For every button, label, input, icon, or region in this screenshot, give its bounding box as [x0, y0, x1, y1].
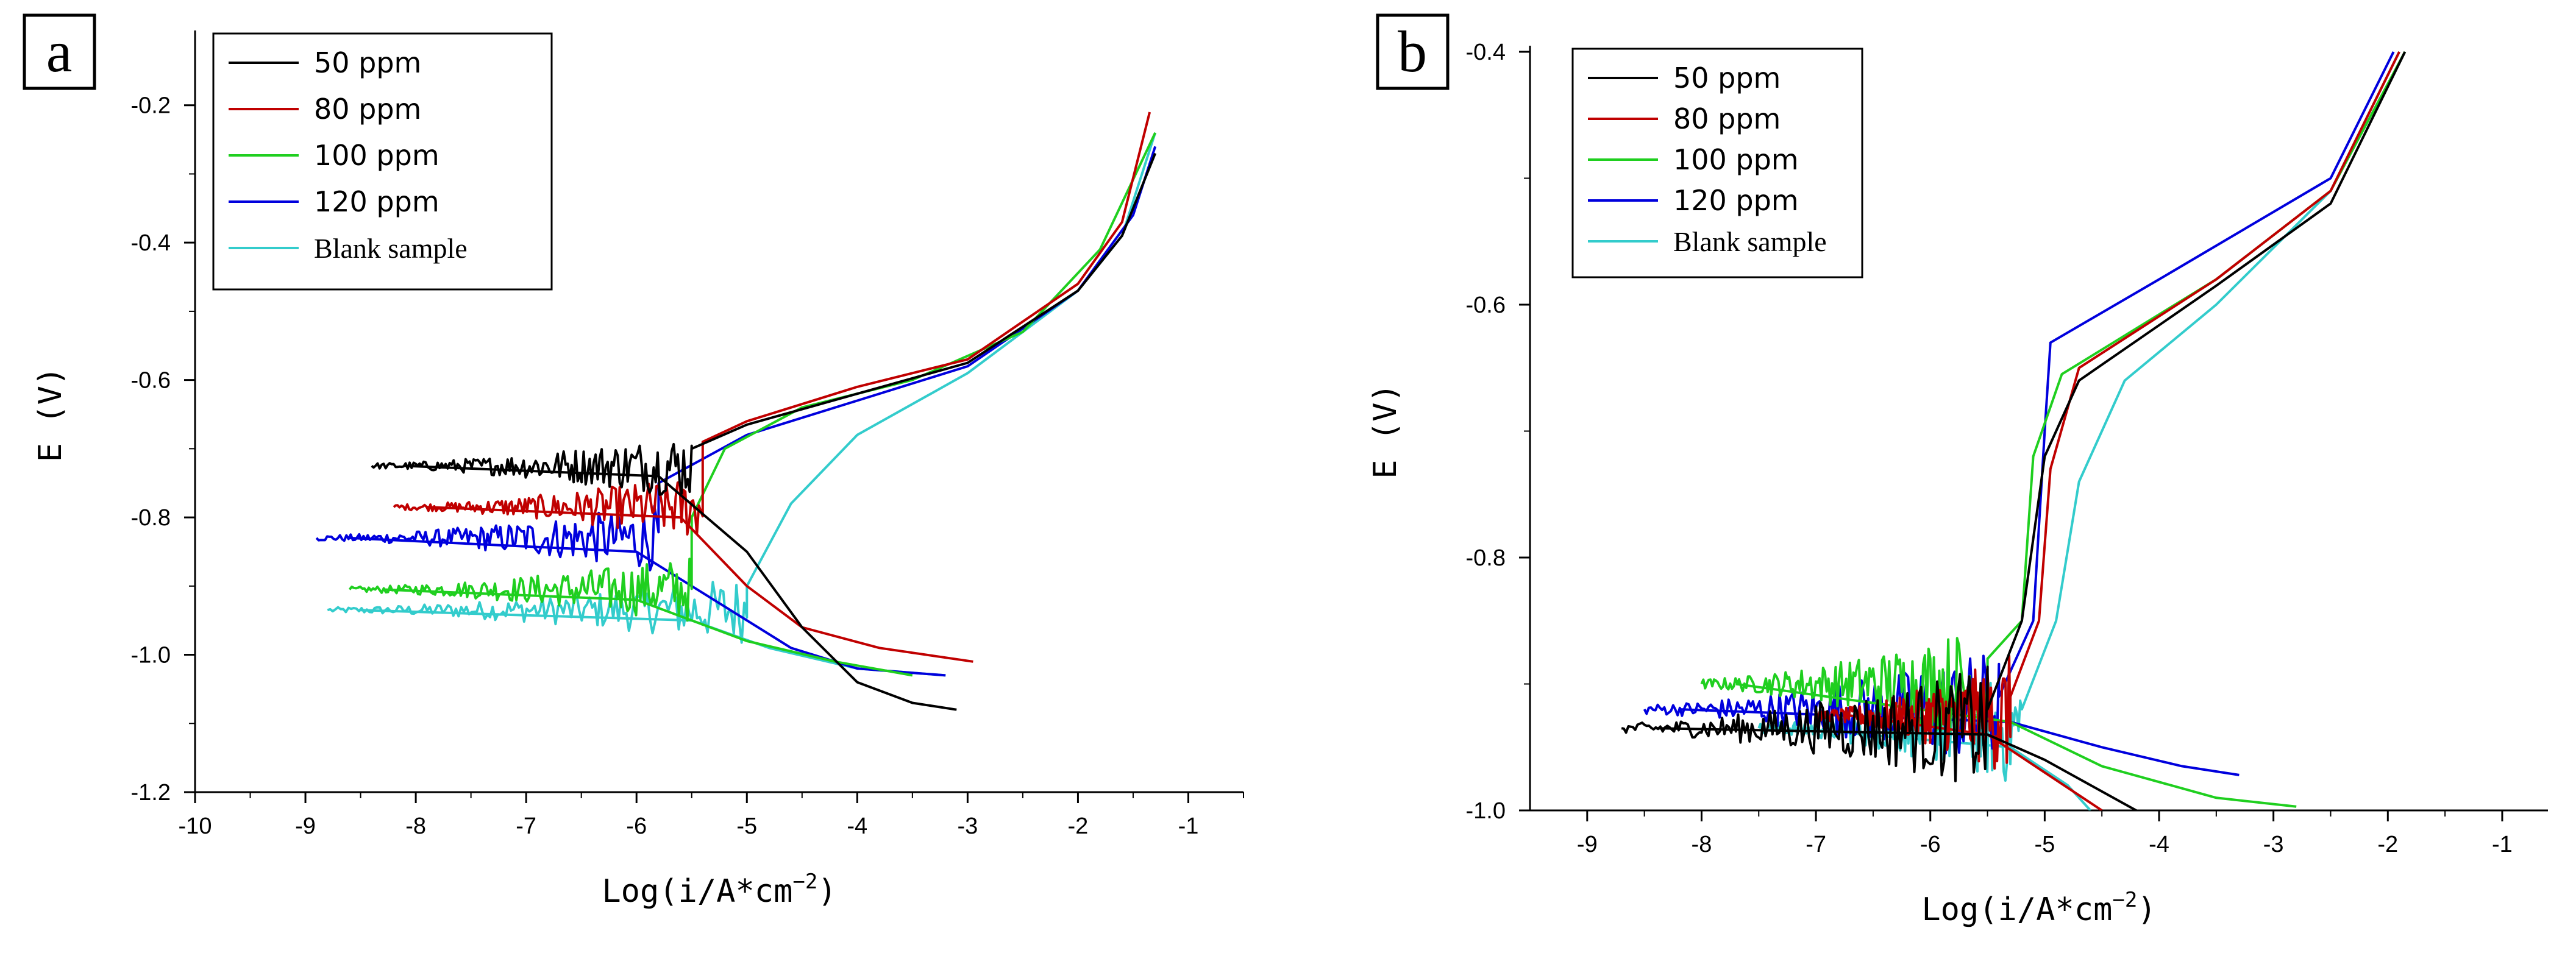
series-anodic-80-ppm — [1815, 51, 2400, 770]
series-cathodic-80-ppm — [427, 506, 973, 663]
x-tick-label: -8 — [1692, 832, 1712, 857]
y-tick-label: -0.2 — [131, 93, 171, 119]
x-tick-label: -5 — [2034, 832, 2055, 857]
series-anodic-120-ppm — [315, 146, 1157, 572]
y-tick-label: -1.0 — [1466, 798, 1506, 824]
y-tick-label: -0.6 — [1466, 292, 1506, 318]
panel-label-a: a — [23, 13, 96, 90]
x-tick-label: -6 — [1920, 832, 1941, 857]
legend-label: 80 ppm — [1673, 102, 1781, 135]
y-tick-label: -1.2 — [131, 780, 171, 806]
x-tick-label: -7 — [516, 813, 536, 839]
x-tick-label: -2 — [2377, 832, 2398, 857]
legend-label: 50 ppm — [314, 46, 421, 79]
y-tick-label: -0.6 — [131, 368, 171, 394]
series-anodic-100-ppm — [1700, 51, 2407, 741]
x-tick-label: -3 — [2263, 832, 2284, 857]
y-tick-label: -0.8 — [1466, 545, 1506, 571]
x-tick-label: -9 — [1577, 832, 1598, 857]
plot-area — [1621, 51, 2407, 810]
y-tick-label: -0.4 — [1466, 40, 1506, 65]
x-tick-label: -4 — [2149, 832, 2169, 857]
legend-label: 120 ppm — [314, 185, 439, 218]
x-tick-label: -6 — [626, 813, 647, 839]
x-tick-label: -3 — [957, 813, 978, 839]
legend: 50 ppm 80 ppm 100 ppm 120 ppm Blank sample — [212, 32, 553, 291]
legend-label: 80 ppm — [314, 93, 421, 126]
legend: 50 ppm 80 ppm 100 ppm 120 ppm Blank sample — [1571, 48, 1863, 278]
chart-panel-a: a -10 -9 -8 -7 -6 -5 -4 -3 -2 -1 -1.2 -1.0 -0.8 -0.6 -0… — [23, 13, 1244, 910]
series-anodic-80-ppm — [393, 112, 1151, 536]
x-tick-label: -2 — [1068, 813, 1089, 839]
y-axis-label: E (V) — [1367, 383, 1404, 479]
series-cathodic-50-ppm — [404, 464, 957, 711]
legend-label: Blank sample — [314, 233, 468, 264]
legend-label: 120 ppm — [1673, 184, 1799, 217]
series-anodic-100-ppm — [348, 132, 1157, 622]
panel-letter: b — [1398, 19, 1427, 84]
legend-label: 100 ppm — [1673, 143, 1799, 176]
y-tick-label: -0.4 — [131, 230, 171, 256]
series-cathodic-80-ppm — [1850, 714, 2103, 810]
x-tick-label: -7 — [1806, 832, 1826, 857]
series-anodic-blank-sample — [327, 132, 1157, 644]
x-tick-label: -5 — [736, 813, 757, 839]
panel-label-b: b — [1376, 13, 1450, 90]
plot-area — [315, 112, 1157, 711]
panel-letter: a — [46, 19, 73, 84]
x-tick-label: -8 — [405, 813, 426, 839]
x-tick-label: -10 — [179, 813, 212, 839]
y-tick-label: -0.8 — [131, 505, 171, 531]
y-tick-label: -1.0 — [131, 643, 171, 668]
series-cathodic-50-ppm — [1656, 727, 2137, 810]
legend-label: 50 ppm — [1673, 62, 1781, 94]
x-tick-label: -1 — [1178, 813, 1199, 839]
legend-label: Blank sample — [1673, 226, 1827, 257]
x-tick-label: -4 — [847, 813, 867, 839]
x-tick-label: -9 — [295, 813, 316, 839]
x-tick-label: -1 — [2492, 832, 2513, 857]
series-anodic-50-ppm — [1621, 51, 2407, 782]
series-cathodic-120-ppm — [349, 536, 946, 677]
chart-panel-b: b -9 -8 -7 -6 -5 -4 -3 -2 -1 -1.0 -0.8 -0.6 -0.4 Log(i… — [1367, 13, 2548, 928]
x-axis-label: Log(i/A*cm−2) — [1921, 888, 2156, 928]
y-axis-label: E (V) — [32, 367, 69, 462]
x-axis-label: Log(i/A*cm−2) — [602, 870, 836, 910]
legend-label: 100 ppm — [314, 139, 439, 172]
series-cathodic-100-ppm — [382, 588, 913, 677]
legend-box — [1571, 48, 1863, 278]
